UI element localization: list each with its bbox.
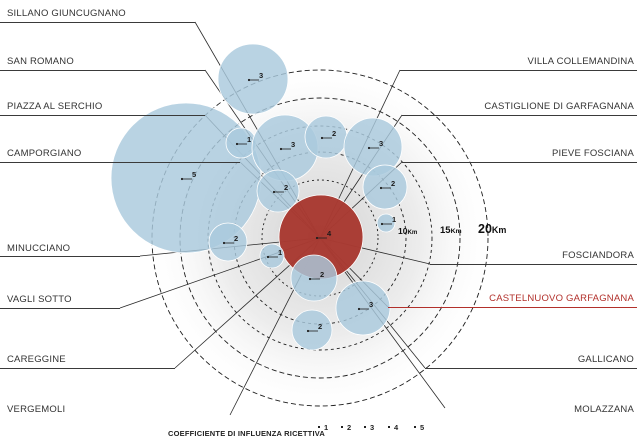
legend-level: 2 <box>341 423 351 432</box>
legend: COEFFICIENTE DI INFLUENZA RICETTIVA 1 2 … <box>168 423 424 438</box>
municipality-label: MOLAZZANA <box>574 404 634 415</box>
municipality-bubble: 2 <box>208 222 248 262</box>
bubble-value-label: 4 <box>327 229 332 238</box>
bubble-value-label: 2 <box>234 234 238 243</box>
legend-dot-icon <box>364 426 366 428</box>
ring-distance-unit: Km <box>407 229 417 236</box>
legend-level: 3 <box>364 423 374 432</box>
municipality-label: GALLICANO <box>577 354 634 365</box>
label-leader-line <box>0 368 175 369</box>
label-leader-line <box>0 22 195 23</box>
municipality-label: CAREGGINE <box>7 354 66 365</box>
ring-distance-value: 10 <box>398 226 408 236</box>
municipality-bubble: 3 <box>217 43 289 115</box>
center-bubble: 4 <box>278 194 364 280</box>
municipality-label: MINUCCIANO <box>7 243 71 254</box>
bubble-circle <box>225 127 257 159</box>
distance-ring <box>207 125 433 351</box>
bubble-value-label: 5 <box>192 170 196 179</box>
municipality-label-highlighted: CASTELNUOVO GARFAGNANA <box>489 293 634 304</box>
bubble-circle <box>110 102 262 254</box>
municipality-bubble: 2 <box>362 164 408 210</box>
label-leader-line <box>0 70 205 71</box>
municipality-bubble: 2 <box>291 309 333 351</box>
ring-distance-unit: Km <box>492 225 507 235</box>
municipality-label: PIEVE FOSCIANA <box>552 148 634 159</box>
ring-distance-label: 10Km <box>398 226 418 236</box>
bubble-circle <box>256 169 300 213</box>
bubble-circle <box>335 280 391 336</box>
ring-distance-label: 20Km <box>478 222 506 236</box>
bubble-circle <box>217 43 289 115</box>
bubble-value-label: 3 <box>379 139 383 148</box>
label-leader-line <box>402 162 637 163</box>
ring-distance-value: 15 <box>440 225 451 236</box>
municipality-label: VAGLI SOTTO <box>7 294 72 305</box>
municipality-bubble: 1 <box>376 213 396 233</box>
municipality-label: VILLA COLLEMANDINA <box>527 56 634 67</box>
bubble-value-label: 2 <box>320 270 324 279</box>
municipality-label: PIAZZA AL SERCHIO <box>7 101 103 112</box>
bubble-value-label: 1 <box>392 215 396 224</box>
bubble-value-label: 3 <box>369 300 373 309</box>
legend-dot-icon <box>388 426 390 428</box>
label-leader-line <box>400 70 637 71</box>
legend-dot-icon <box>414 426 416 428</box>
ring-distance-label: 15Km <box>440 225 462 236</box>
legend-dot-icon <box>318 426 320 428</box>
label-leader-line <box>425 368 637 369</box>
bubble-circle <box>259 243 285 269</box>
label-leader-line <box>0 308 120 309</box>
municipality-label: SILLANO GIUNCUGNANO <box>7 8 126 19</box>
bubble-circle <box>362 164 408 210</box>
municipality-bubble: 1 <box>225 127 257 159</box>
bubble-circle <box>304 115 348 159</box>
bubble-value-label: 2 <box>391 179 395 188</box>
ring-distance-unit: Km <box>451 228 462 235</box>
municipality-bubble: 5 <box>110 102 262 254</box>
municipality-bubble: 1 <box>259 243 285 269</box>
bubble-value-label: 1 <box>247 135 251 144</box>
bubble-circle <box>376 213 396 233</box>
bubble-circle <box>291 309 333 351</box>
municipality-label: FOSCIANDORA <box>562 250 634 261</box>
legend-level: 5 <box>414 423 424 432</box>
label-leader-line <box>430 264 637 265</box>
distance-ring <box>179 97 461 379</box>
ring-distance-value: 20 <box>478 222 492 236</box>
municipality-bubble: 2 <box>290 254 338 302</box>
municipality-label: VERGEMOLI <box>7 404 66 415</box>
bubble-circle <box>290 254 338 302</box>
municipality-bubble: 2 <box>256 169 300 213</box>
label-leader-line <box>0 162 240 163</box>
municipality-label: SAN ROMANO <box>7 56 74 67</box>
label-leader-line <box>0 115 205 116</box>
label-leader-line <box>0 256 140 257</box>
municipality-bubble: 3 <box>335 280 391 336</box>
municipality-bubble: 2 <box>304 115 348 159</box>
legend-title: COEFFICIENTE DI INFLUENZA RICETTIVA <box>168 429 325 438</box>
legend-dot-icon <box>341 426 343 428</box>
legend-level: 4 <box>388 423 398 432</box>
bubble-value-label: 2 <box>284 183 288 192</box>
distance-ring <box>151 69 489 407</box>
bubble-value-label: 2 <box>332 129 336 138</box>
label-leader-line <box>402 115 637 116</box>
municipality-label: CASTIGLIONE DI GARFAGNANA <box>484 101 634 112</box>
legend-level: 1 <box>318 423 328 432</box>
bubble-value-label: 3 <box>259 71 263 80</box>
label-leader-line-highlighted <box>388 307 637 308</box>
municipality-label: CAMPORGIANO <box>7 148 82 159</box>
bubble-value-label: 1 <box>278 248 282 257</box>
bubble-value-label: 3 <box>291 140 295 149</box>
bubble-circle <box>208 222 248 262</box>
bubble-value-label: 2 <box>318 322 322 331</box>
